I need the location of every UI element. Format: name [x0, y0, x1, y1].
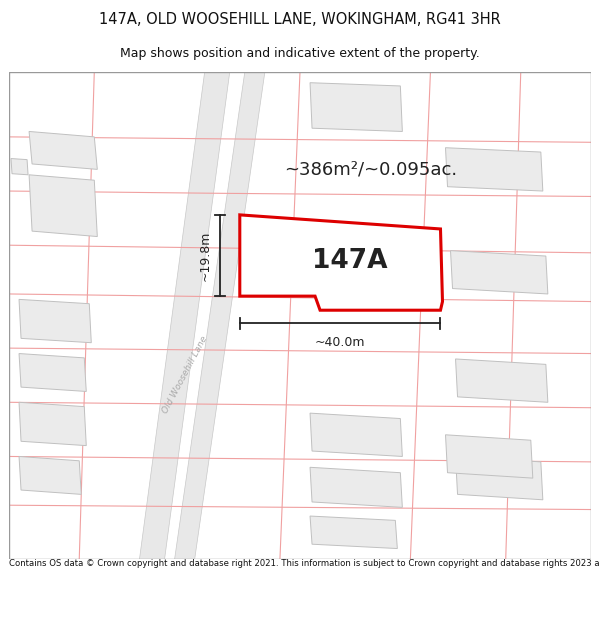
Polygon shape	[310, 468, 403, 508]
Polygon shape	[455, 359, 548, 403]
Text: 147A, OLD WOOSEHILL LANE, WOKINGHAM, RG41 3HR: 147A, OLD WOOSEHILL LANE, WOKINGHAM, RG4…	[99, 12, 501, 28]
Polygon shape	[29, 175, 97, 236]
Text: ~386m²/~0.095ac.: ~386m²/~0.095ac.	[284, 161, 457, 178]
Polygon shape	[310, 516, 397, 549]
Polygon shape	[445, 435, 533, 478]
Polygon shape	[19, 299, 91, 343]
Text: ~40.0m: ~40.0m	[315, 336, 365, 349]
Polygon shape	[455, 456, 543, 500]
Polygon shape	[19, 402, 86, 446]
Polygon shape	[19, 456, 81, 494]
Polygon shape	[139, 72, 230, 559]
Text: Contains OS data © Crown copyright and database right 2021. This information is : Contains OS data © Crown copyright and d…	[9, 559, 600, 568]
Polygon shape	[451, 251, 548, 294]
Polygon shape	[29, 131, 97, 169]
Text: Old Woosehill Lane: Old Woosehill Lane	[160, 335, 209, 416]
Polygon shape	[240, 215, 442, 310]
Polygon shape	[310, 82, 403, 131]
Polygon shape	[310, 413, 403, 456]
Text: 147A: 147A	[313, 249, 388, 274]
Polygon shape	[11, 159, 28, 175]
Text: Map shows position and indicative extent of the property.: Map shows position and indicative extent…	[120, 47, 480, 60]
Polygon shape	[445, 148, 543, 191]
Polygon shape	[19, 354, 86, 391]
Polygon shape	[175, 72, 265, 559]
Text: ~19.8m: ~19.8m	[199, 230, 212, 281]
